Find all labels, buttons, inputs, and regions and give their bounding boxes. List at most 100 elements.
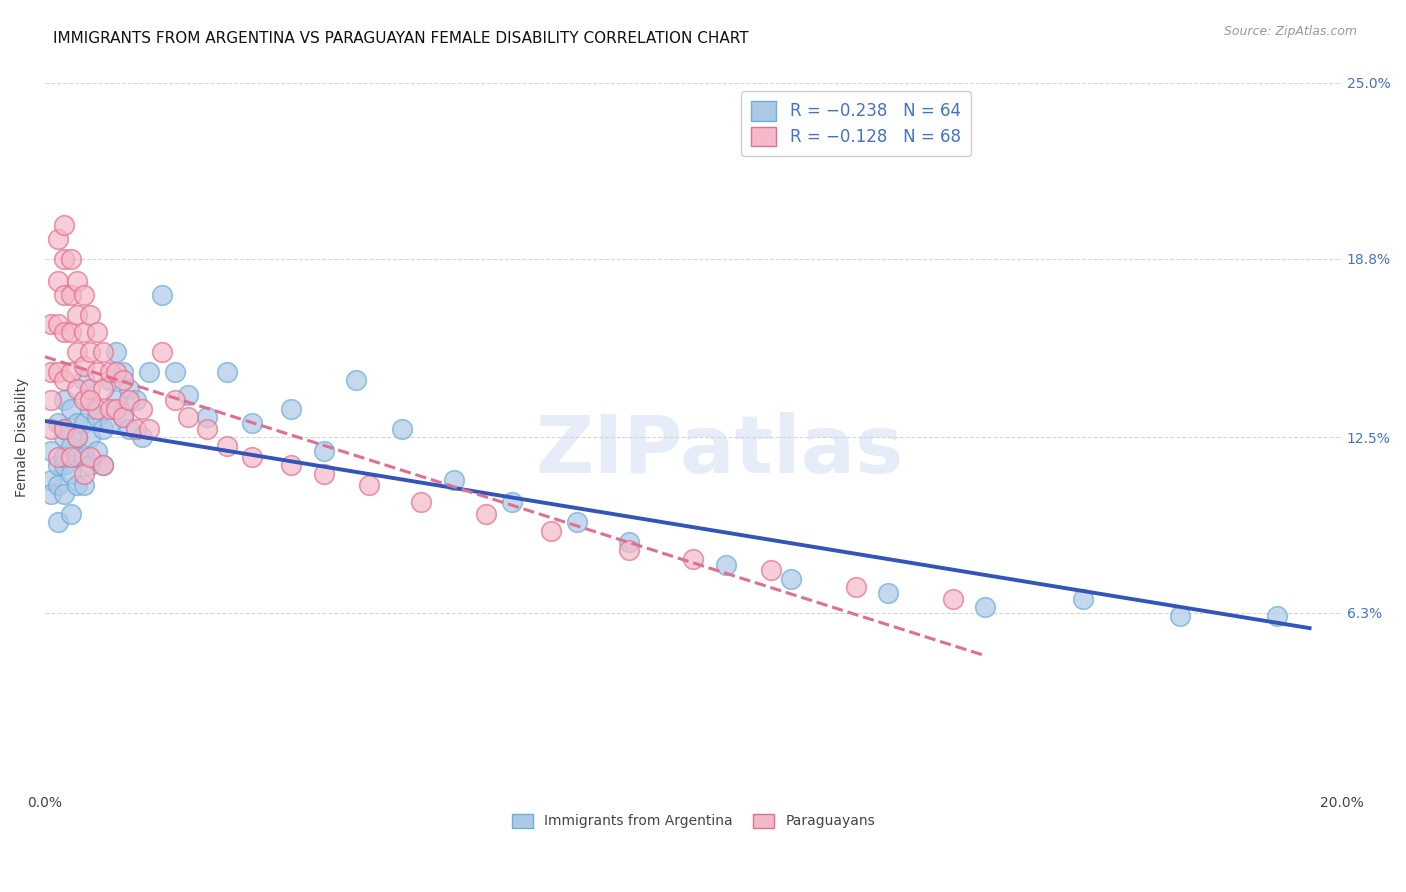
Point — [86, 444, 108, 458]
Point — [79, 430, 101, 444]
Point — [41, 393, 63, 408]
Point — [66, 274, 89, 288]
Point — [66, 430, 89, 444]
Point — [53, 288, 76, 302]
Point — [41, 444, 63, 458]
Point — [475, 507, 498, 521]
Point — [111, 365, 134, 379]
Point — [59, 365, 82, 379]
Point — [53, 421, 76, 435]
Point — [66, 450, 89, 464]
Point — [118, 382, 141, 396]
Point — [391, 421, 413, 435]
Point — [195, 421, 218, 435]
Point — [73, 450, 96, 464]
Point — [138, 365, 160, 379]
Point — [59, 288, 82, 302]
Point — [86, 365, 108, 379]
Point — [73, 359, 96, 374]
Point — [131, 430, 153, 444]
Point — [111, 410, 134, 425]
Point — [59, 507, 82, 521]
Point — [59, 439, 82, 453]
Point — [942, 591, 965, 606]
Point — [617, 543, 640, 558]
Point — [98, 401, 121, 416]
Point — [242, 450, 264, 464]
Point — [79, 308, 101, 322]
Point — [105, 365, 128, 379]
Point — [163, 393, 186, 408]
Point — [73, 373, 96, 387]
Point — [215, 365, 238, 379]
Point — [91, 458, 114, 473]
Point — [617, 535, 640, 549]
Point — [312, 444, 335, 458]
Point — [46, 232, 69, 246]
Point — [53, 450, 76, 464]
Point — [98, 373, 121, 387]
Point — [565, 515, 588, 529]
Point — [877, 586, 900, 600]
Point — [46, 478, 69, 492]
Point — [73, 467, 96, 481]
Point — [111, 373, 134, 387]
Point — [86, 401, 108, 416]
Point — [344, 373, 367, 387]
Point — [125, 393, 148, 408]
Point — [195, 410, 218, 425]
Point — [105, 393, 128, 408]
Point — [86, 410, 108, 425]
Point — [53, 487, 76, 501]
Point — [53, 393, 76, 408]
Point — [73, 288, 96, 302]
Point — [501, 495, 523, 509]
Point — [280, 458, 302, 473]
Text: Source: ZipAtlas.com: Source: ZipAtlas.com — [1223, 25, 1357, 38]
Point — [46, 416, 69, 430]
Y-axis label: Female Disability: Female Disability — [15, 377, 30, 497]
Point — [138, 421, 160, 435]
Point — [411, 495, 433, 509]
Point — [66, 308, 89, 322]
Legend: Immigrants from Argentina, Paraguayans: Immigrants from Argentina, Paraguayans — [506, 808, 880, 834]
Point — [41, 473, 63, 487]
Text: ZIPatlas: ZIPatlas — [536, 412, 904, 491]
Point — [46, 274, 69, 288]
Point — [79, 345, 101, 359]
Point — [443, 473, 465, 487]
Point — [59, 467, 82, 481]
Point — [86, 326, 108, 340]
Point — [46, 317, 69, 331]
Point — [53, 218, 76, 232]
Point — [53, 252, 76, 266]
Point — [73, 416, 96, 430]
Point — [98, 365, 121, 379]
Point — [53, 430, 76, 444]
Point — [125, 421, 148, 435]
Point — [66, 430, 89, 444]
Point — [41, 421, 63, 435]
Point — [540, 524, 562, 538]
Point — [280, 401, 302, 416]
Point — [150, 345, 173, 359]
Point — [163, 365, 186, 379]
Point — [66, 416, 89, 430]
Point — [242, 416, 264, 430]
Point — [73, 393, 96, 408]
Point — [105, 345, 128, 359]
Point — [974, 600, 997, 615]
Point — [91, 421, 114, 435]
Point — [91, 345, 114, 359]
Point — [59, 252, 82, 266]
Point — [91, 382, 114, 396]
Point — [150, 288, 173, 302]
Point — [682, 552, 704, 566]
Point — [79, 401, 101, 416]
Point — [66, 345, 89, 359]
Point — [105, 401, 128, 416]
Point — [79, 458, 101, 473]
Point — [46, 450, 69, 464]
Point — [46, 365, 69, 379]
Point — [53, 326, 76, 340]
